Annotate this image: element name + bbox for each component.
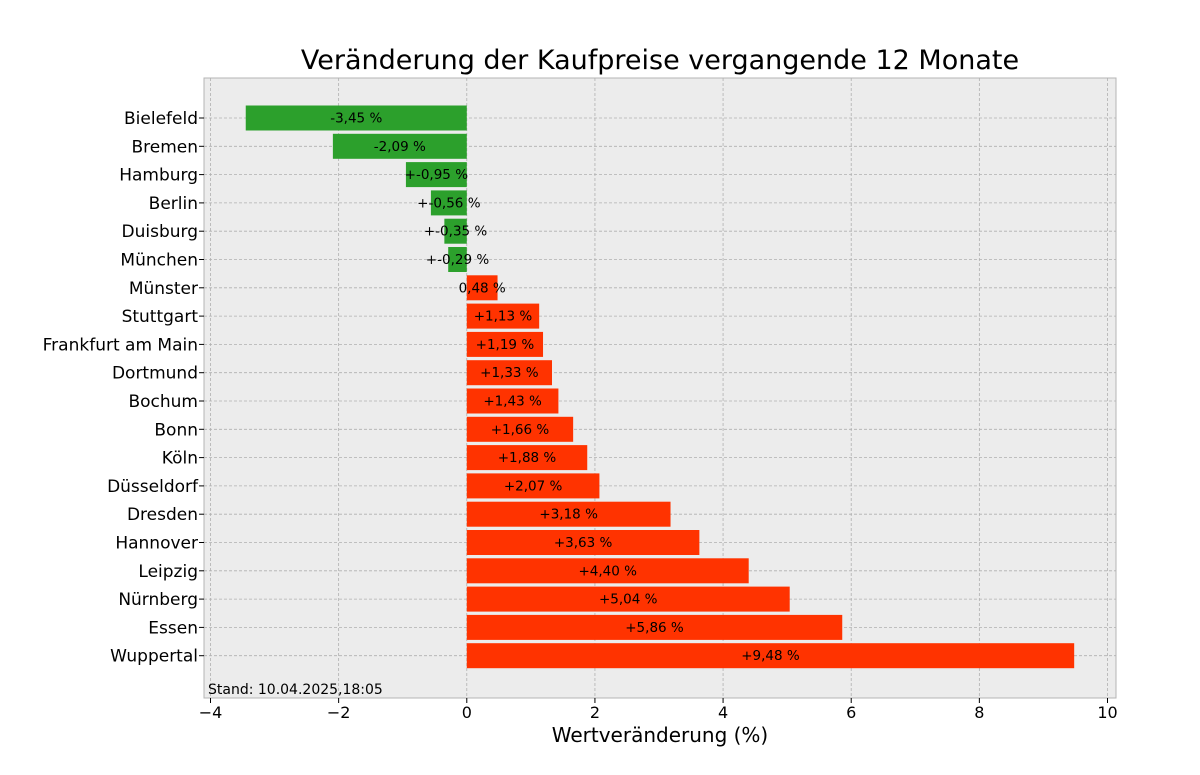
category-label: Duisburg <box>122 222 199 242</box>
x-tick-label: −4 <box>199 703 223 722</box>
x-tick-label: 4 <box>718 703 728 722</box>
bar <box>466 303 540 329</box>
data-label: +5,04 % <box>599 592 658 608</box>
category-label: Wuppertal <box>110 647 198 667</box>
data-label: +-0,95 % <box>405 167 469 183</box>
x-tick-label: 10 <box>1097 703 1117 722</box>
bar <box>245 105 467 131</box>
category-label: München <box>120 251 198 271</box>
bar <box>466 586 790 612</box>
bar <box>466 416 574 442</box>
x-tick-label: 8 <box>974 703 984 722</box>
category-label: Bielefeld <box>124 109 198 129</box>
bar <box>466 275 498 301</box>
x-tick-labels: −4 −2 0 2 4 6 8 10 <box>199 698 1118 722</box>
grid-lines <box>204 78 1116 698</box>
category-label: Hannover <box>115 534 198 554</box>
category-labels: Bielefeld Bremen Hamburg Berlin Duisburg Münc… <box>43 109 204 667</box>
category-label: Frankfurt am Main <box>43 335 198 355</box>
bar <box>466 360 553 386</box>
category-label: Berlin <box>149 194 198 214</box>
data-label: +3,63 % <box>554 535 613 551</box>
bar <box>448 247 467 272</box>
data-label: +1,33 % <box>480 365 539 381</box>
bar <box>332 133 467 159</box>
data-label: +2,07 % <box>504 478 563 494</box>
timestamp-annotation: Stand: 10.04.2025,18:05 <box>208 682 383 698</box>
category-label: Dresden <box>127 505 198 525</box>
bar <box>466 331 544 357</box>
bar <box>466 614 843 640</box>
category-label: Bremen <box>131 137 198 157</box>
category-label: Düsseldorf <box>107 477 199 497</box>
data-label: +3,18 % <box>539 507 598 523</box>
category-label: Dortmund <box>112 364 198 384</box>
bar <box>466 530 700 555</box>
category-label: Köln <box>162 449 198 469</box>
data-label: +1,66 % <box>491 422 550 438</box>
bar <box>444 218 467 244</box>
category-label: Stuttgart <box>122 307 199 327</box>
category-label: Essen <box>148 618 198 638</box>
bar <box>430 190 467 216</box>
category-label: Bochum <box>128 392 198 412</box>
bars <box>245 105 1075 669</box>
x-axis-label: Wertveränderung (%) <box>552 723 769 747</box>
data-label: +-0,29 % <box>426 252 490 268</box>
data-label: +-0,35 % <box>424 224 488 240</box>
bar <box>466 501 671 527</box>
x-tick-label: 0 <box>462 703 472 722</box>
data-label: 0,48 % <box>459 280 506 296</box>
data-label: +-0,56 % <box>417 195 481 211</box>
bar <box>466 388 559 414</box>
data-label: +1,19 % <box>476 337 535 353</box>
data-label: -3,45 % <box>330 111 382 127</box>
data-label: +1,43 % <box>483 394 542 410</box>
chart-title: Veränderung der Kaufpreise vergangende 1… <box>301 45 1019 76</box>
x-tick-label: −2 <box>327 703 351 722</box>
category-label: Hamburg <box>119 166 198 186</box>
data-labels: -3,45 % -2,09 % +-0,95 % +-0,56 % +-0,35 % +-… <box>330 111 800 665</box>
category-label: Bonn <box>154 420 198 440</box>
category-label: Nürnberg <box>118 590 198 610</box>
data-label: +5,86 % <box>625 620 684 636</box>
data-label: +1,88 % <box>498 450 557 466</box>
data-label: +9,48 % <box>741 648 800 664</box>
x-tick-label: 6 <box>846 703 856 722</box>
bar <box>466 445 588 471</box>
category-label: Münster <box>129 279 198 299</box>
data-label: +1,13 % <box>474 309 533 325</box>
category-label: Leipzig <box>138 562 198 582</box>
bar <box>466 558 749 584</box>
data-label: +4,40 % <box>578 563 637 579</box>
bar <box>405 162 467 188</box>
bar <box>466 643 1075 669</box>
data-label: -2,09 % <box>374 139 426 155</box>
bar <box>466 473 600 499</box>
x-tick-label: 2 <box>590 703 600 722</box>
